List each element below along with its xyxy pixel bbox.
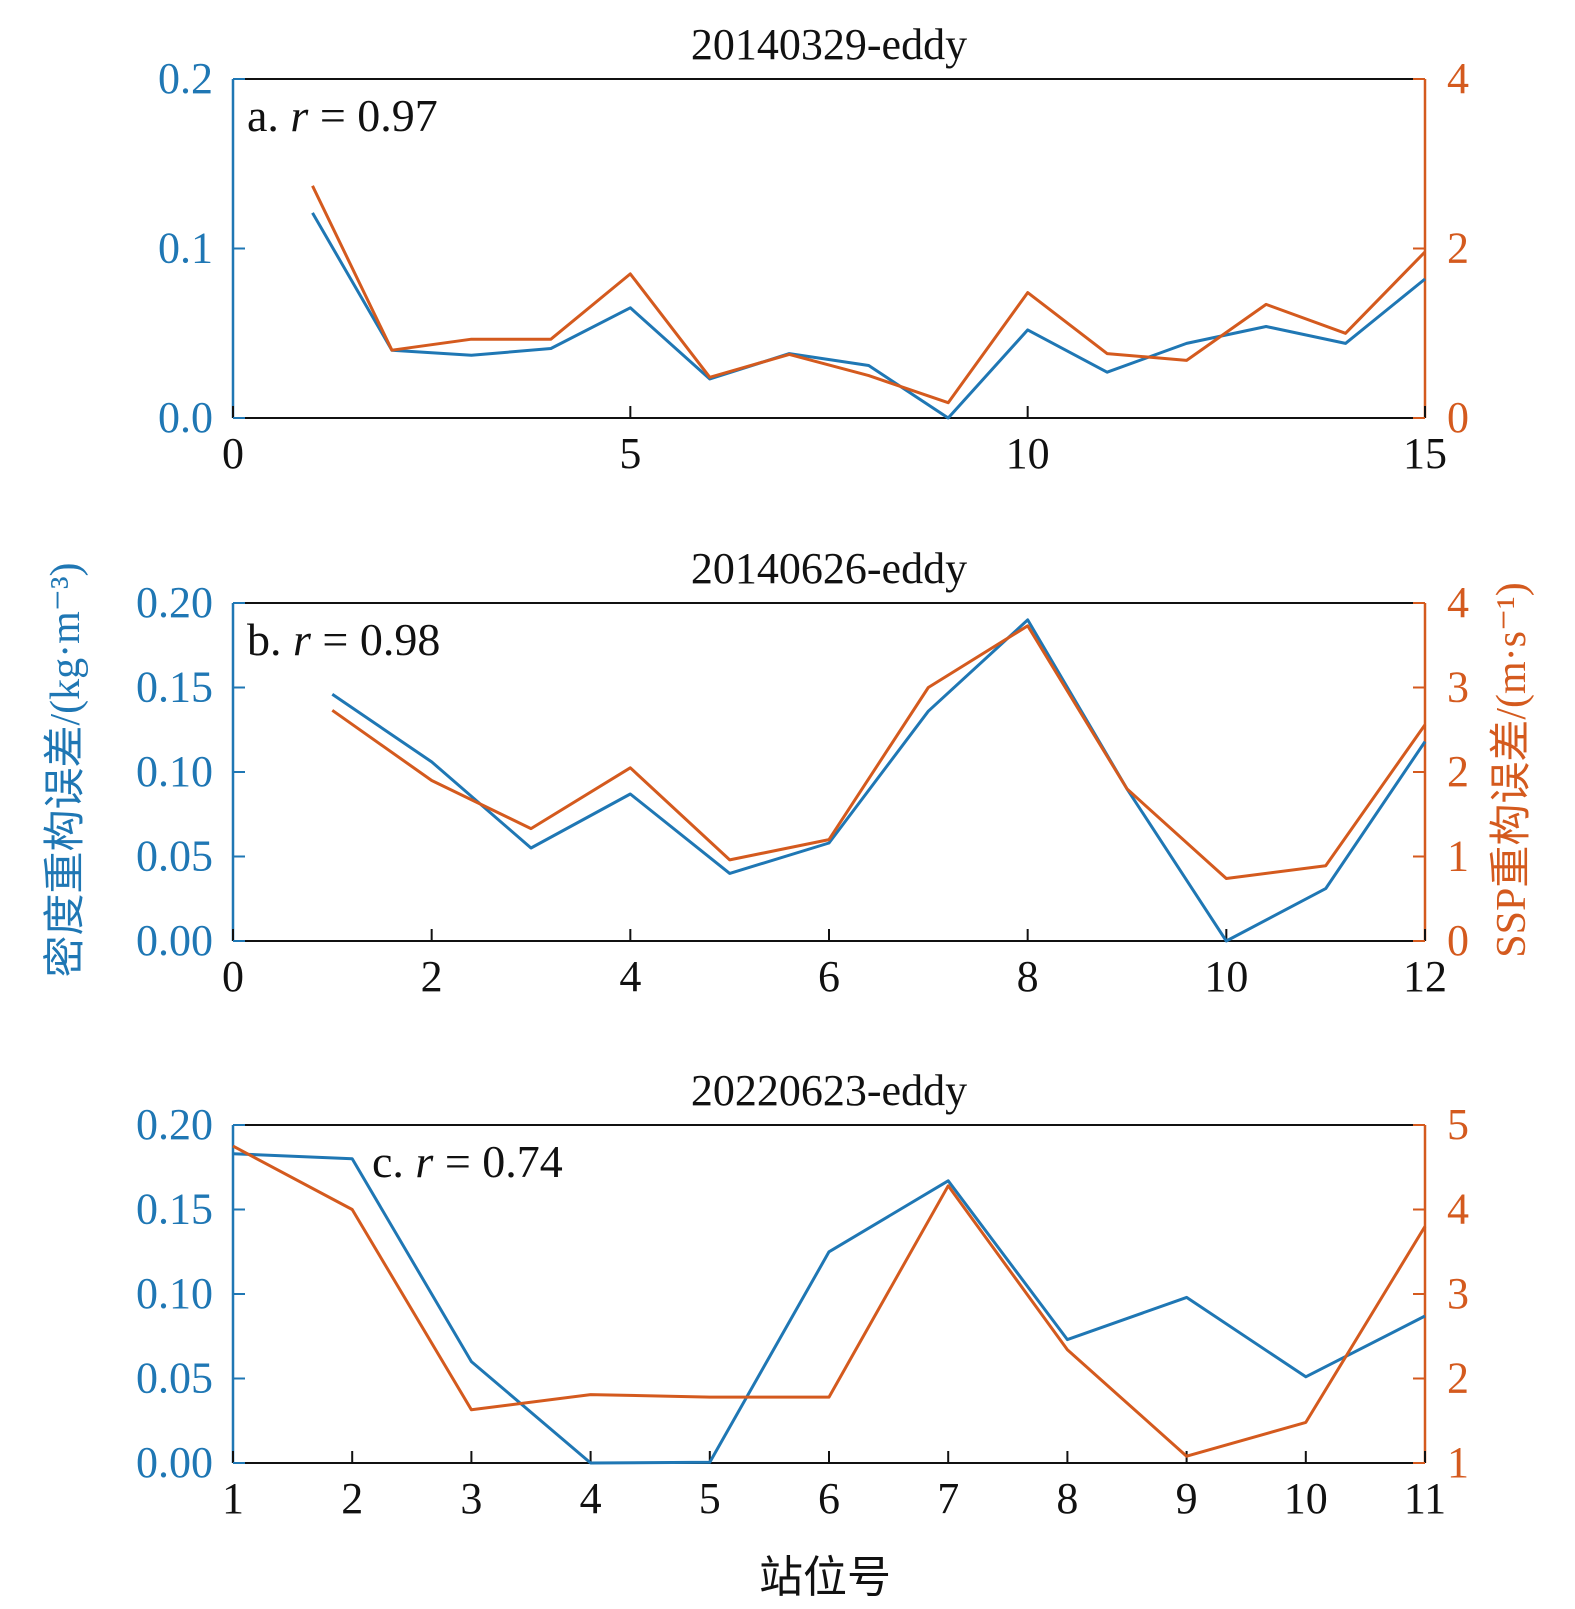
x-tick-label: 1 — [222, 1474, 244, 1523]
left-y-tick-label: 0.05 — [136, 1354, 213, 1403]
x-tick-label: 10 — [1204, 952, 1248, 1001]
right-y-tick-label: 4 — [1447, 54, 1469, 103]
x-tick-label: 0 — [222, 952, 244, 1001]
right-y-tick-label: 2 — [1447, 1354, 1469, 1403]
right-y-tick-label: 2 — [1447, 747, 1469, 796]
x-tick-label: 7 — [937, 1474, 959, 1523]
density-error-series-line — [331, 618, 1427, 943]
density-error-series-line — [232, 1152, 1426, 1465]
ssp-error-series-line — [311, 185, 1427, 405]
x-tick-label: 4 — [580, 1474, 602, 1523]
right-y-tick-label: 3 — [1447, 1269, 1469, 1318]
shared-left-y-axis-label: 密度重构误差/(kg·m⁻³) — [42, 562, 89, 977]
x-tick-label: 6 — [818, 1474, 840, 1523]
left-y-tick-label: 0.05 — [136, 832, 213, 881]
x-tick-label: 5 — [619, 429, 641, 478]
right-y-tick-label: 4 — [1447, 1185, 1469, 1234]
chart-panel-3: 20220623-eddy 1 2 3 4 5 6 7 8 9 10 11 0.00 0.05 0.10 0.… — [136, 1066, 1469, 1523]
left-y-tick-label: 0.0 — [158, 393, 213, 442]
density-error-series-line — [311, 212, 1426, 420]
ssp-error-series-line — [232, 1144, 1427, 1458]
x-tick-label: 8 — [1056, 1474, 1078, 1523]
correlation-annotation: c. r = 0.74 — [372, 1136, 563, 1187]
right-y-tick-label: 3 — [1447, 663, 1469, 712]
right-y-tick-label: 0 — [1447, 393, 1469, 442]
right-y-tick-label: 2 — [1447, 224, 1469, 273]
right-y-tick-label: 1 — [1447, 832, 1469, 881]
chart-title: 20140329-eddy — [691, 20, 967, 69]
x-tick-label: 12 — [1403, 952, 1447, 1001]
x-tick-label: 0 — [222, 429, 244, 478]
x-tick-label: 9 — [1176, 1474, 1198, 1523]
x-tick-label: 6 — [818, 952, 840, 1001]
left-y-tick-label: 0.10 — [136, 1269, 213, 1318]
left-y-tick-label: 0.15 — [136, 663, 213, 712]
x-tick-label: 11 — [1404, 1474, 1446, 1523]
left-y-tick-label: 0.00 — [136, 916, 213, 965]
right-y-tick-label: 4 — [1447, 578, 1469, 627]
left-y-tick-label: 0.2 — [158, 54, 213, 103]
chart-title: 20140626-eddy — [691, 544, 967, 593]
x-tick-label: 10 — [1284, 1474, 1328, 1523]
left-y-tick-label: 0.1 — [158, 224, 213, 273]
x-tick-label: 2 — [341, 1474, 363, 1523]
left-y-tick-label: 0.10 — [136, 747, 213, 796]
x-tick-label: 4 — [619, 952, 641, 1001]
left-y-tick-label: 0.15 — [136, 1185, 213, 1234]
x-tick-label: 5 — [699, 1474, 721, 1523]
left-y-tick-label: 0.20 — [136, 578, 213, 627]
right-y-tick-label: 1 — [1447, 1438, 1469, 1487]
correlation-annotation: b. r = 0.98 — [247, 614, 440, 665]
ssp-error-series-line — [331, 624, 1427, 880]
shared-x-axis-label: 站位号 — [759, 1553, 891, 1602]
x-tick-label: 2 — [421, 952, 443, 1001]
x-tick-label: 15 — [1403, 429, 1447, 478]
left-y-tick-label: 0.00 — [136, 1438, 213, 1487]
chart-panel-1: 20140329-eddy 0 5 10 15 0.0 0.1 0.2 0 2 4 a. r = 0.… — [158, 20, 1469, 478]
left-y-tick-label: 0.20 — [136, 1100, 213, 1149]
chart-title: 20220623-eddy — [691, 1066, 967, 1115]
x-tick-label: 3 — [460, 1474, 482, 1523]
right-y-tick-label: 5 — [1447, 1100, 1469, 1149]
correlation-annotation: a. r = 0.97 — [247, 90, 438, 141]
x-tick-label: 8 — [1017, 952, 1039, 1001]
right-y-tick-label: 0 — [1447, 916, 1469, 965]
x-tick-label: 10 — [1006, 429, 1050, 478]
shared-right-y-axis-label: SSP重构误差/(m·s⁻¹) — [1489, 582, 1535, 957]
